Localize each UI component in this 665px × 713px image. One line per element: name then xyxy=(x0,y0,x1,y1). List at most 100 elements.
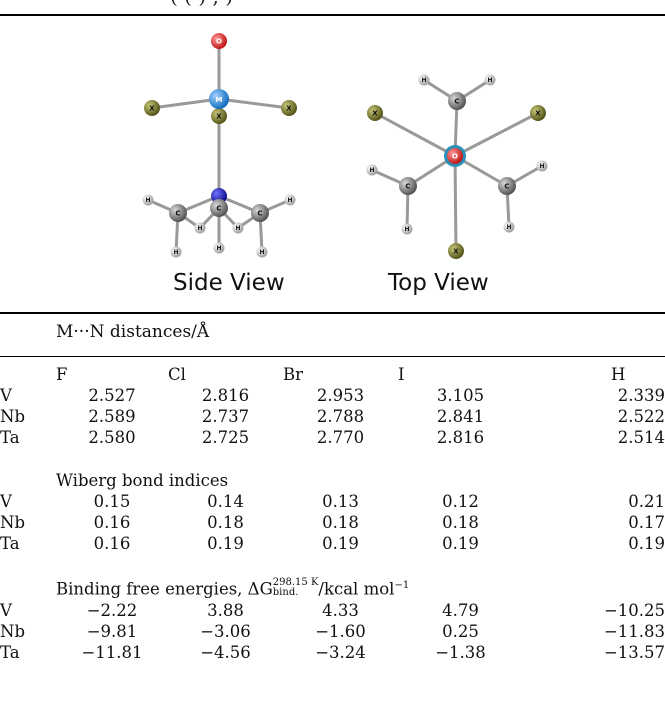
table-cell: −9.81 xyxy=(86,622,138,641)
table-cell: 0.25 xyxy=(442,622,479,641)
atom-letter-c: C xyxy=(504,183,509,191)
table-cell: −13.57 xyxy=(603,643,665,662)
atom-letter-h: H xyxy=(369,167,374,174)
table-cell: 0.14 xyxy=(207,492,244,511)
hydrogen-atom xyxy=(232,222,244,234)
carbon-atom xyxy=(498,177,516,195)
atom-letter-h: H xyxy=(506,224,511,231)
table-cell: −3.24 xyxy=(315,643,366,662)
table-cell: 2.788 xyxy=(316,407,365,426)
table-cell: 0.15 xyxy=(93,492,131,511)
table-cell: 2.527 xyxy=(88,386,136,405)
atom-letter-h: H xyxy=(259,249,264,256)
top-view-label: Top View xyxy=(388,270,489,296)
header-rule xyxy=(0,356,665,357)
atom-letter-h: H xyxy=(539,163,544,170)
table-cell: 0.19 xyxy=(207,534,244,553)
top-rule xyxy=(0,14,665,16)
hydrogen-atom xyxy=(418,74,430,86)
table-row: V 0.15 0.14 0.13 0.12 0.21 xyxy=(0,491,665,512)
table-cell: 0.13 xyxy=(322,492,359,511)
hydrogen-atom xyxy=(503,221,515,233)
atom-letter-h: H xyxy=(197,225,202,232)
caption-fragment: ( ( ) , ) xyxy=(170,0,233,8)
hydrogen-atom xyxy=(536,160,548,172)
atom-letter-h: H xyxy=(235,225,240,232)
table-cell: 0.16 xyxy=(93,534,131,553)
side-view-atoms xyxy=(142,33,297,258)
atom-letter-c: C xyxy=(454,98,459,106)
figure-bottom-rule xyxy=(0,312,665,314)
hydrogen-atom xyxy=(213,242,225,254)
table-cell: 0.21 xyxy=(628,492,665,511)
oxygen-atom xyxy=(447,148,463,164)
table-cell: −11.83 xyxy=(603,622,665,641)
hydrogen-atom xyxy=(142,194,154,206)
atom-letters: O M X X X C C C H H H H H H H X X X C C … xyxy=(145,38,544,257)
hydrogen-atom xyxy=(484,74,496,86)
atom-letter-x: X xyxy=(286,105,292,113)
atom-letter-h: H xyxy=(173,249,178,256)
table-row: Ta −11.81 −4.56 −3.24 −1.38 −13.57 xyxy=(0,642,665,663)
metal-label: Nb xyxy=(0,622,25,641)
table-cell: 0.17 xyxy=(628,513,665,532)
atom-letter-o: O xyxy=(452,153,458,161)
section-title-row: Wiberg bond indices xyxy=(0,469,665,491)
table-cell: 2.737 xyxy=(201,407,250,426)
top-view-atoms xyxy=(366,74,548,259)
atom-letter-x: X xyxy=(149,105,155,113)
metal-label: Ta xyxy=(0,428,20,447)
table-cell: −4.56 xyxy=(200,643,251,662)
atom-letter-m: M xyxy=(216,96,223,104)
table-row: Ta 2.580 2.725 2.770 2.816 2.514 xyxy=(0,427,665,448)
metal-label: Nb xyxy=(0,407,25,426)
table-cell: 2.339 xyxy=(617,386,665,405)
carbon-atom xyxy=(251,204,269,222)
table-cell: 2.514 xyxy=(617,428,665,447)
atom-letter-o: O xyxy=(216,38,222,46)
metal-atom xyxy=(209,89,229,109)
table-cell: 0.19 xyxy=(322,534,359,553)
column-header: Cl xyxy=(168,365,186,384)
table-cell: 3.105 xyxy=(436,386,485,405)
table-cell: 0.18 xyxy=(322,513,359,532)
column-header: I xyxy=(398,365,405,384)
table-cell: −2.22 xyxy=(86,601,138,620)
carbon-atom xyxy=(448,92,466,110)
table-cell: 2.953 xyxy=(316,386,365,405)
oxygen-atom xyxy=(211,33,227,49)
table-cell: 4.33 xyxy=(322,601,359,620)
table-cell: −3.06 xyxy=(200,622,251,641)
table-cell: 2.580 xyxy=(88,428,136,447)
table-row: Ta 0.16 0.19 0.19 0.19 0.19 xyxy=(0,533,665,554)
table-cell: 2.816 xyxy=(201,386,250,405)
table-row: Nb 0.16 0.18 0.18 0.18 0.17 xyxy=(0,512,665,533)
table-cell: 2.770 xyxy=(316,428,365,447)
column-header: F xyxy=(56,365,68,384)
column-header: H xyxy=(611,365,626,384)
table-cell: 0.16 xyxy=(93,513,131,532)
metal-label: V xyxy=(0,601,12,620)
atom-letter-x: X xyxy=(216,113,222,121)
side-view-bonds xyxy=(147,41,291,253)
atom-letter-c: C xyxy=(405,183,410,191)
hydrogen-atom xyxy=(401,223,413,235)
table-cell: 2.522 xyxy=(617,407,665,426)
table-cell: 0.18 xyxy=(207,513,244,532)
halide-atom xyxy=(448,243,464,259)
atom-letter-h: H xyxy=(404,226,409,233)
table-cell: −10.25 xyxy=(603,601,665,620)
table-cell: 0.12 xyxy=(442,492,479,511)
atom-letter-h: H xyxy=(145,197,150,204)
carbon-atom xyxy=(399,177,417,195)
atom-letter-h: H xyxy=(487,77,492,84)
atom-letter-h: H xyxy=(421,77,426,84)
hydrogen-atom xyxy=(170,246,182,258)
table-cell: 2.816 xyxy=(436,428,485,447)
carbon-atom xyxy=(169,204,187,222)
hydrogen-atom xyxy=(194,222,206,234)
halide-atom xyxy=(281,100,297,116)
halide-atom xyxy=(367,105,383,121)
table-cell: 0.19 xyxy=(442,534,479,553)
